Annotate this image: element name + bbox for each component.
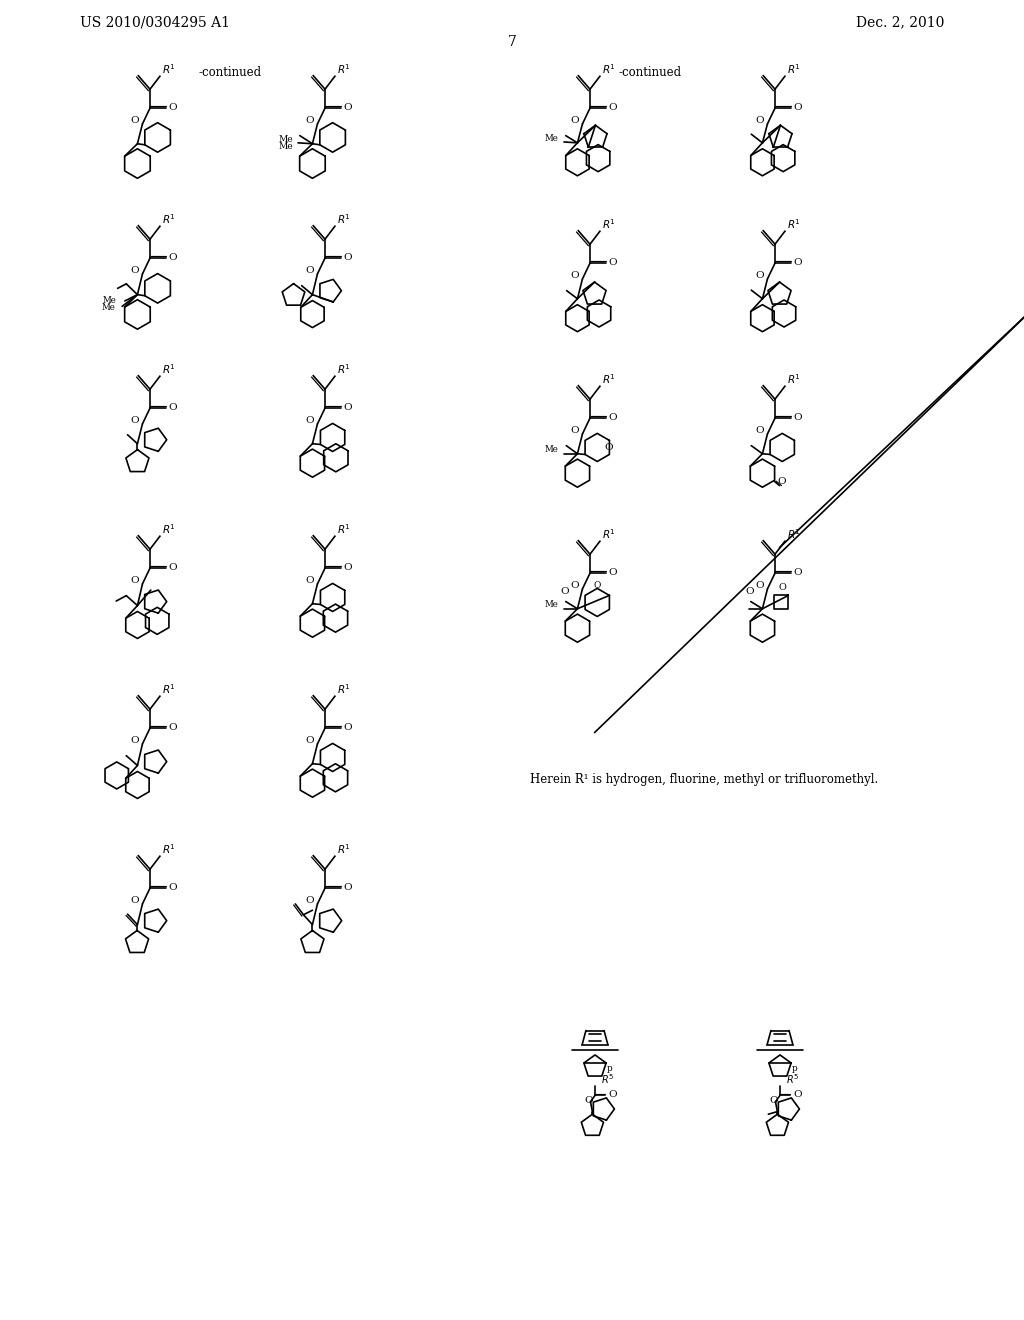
Text: O: O: [560, 587, 568, 597]
Text: O: O: [608, 1090, 617, 1098]
Text: O: O: [594, 581, 601, 590]
Text: $R^5$: $R^5$: [786, 1072, 800, 1086]
Text: O: O: [305, 896, 313, 906]
Text: O: O: [769, 1097, 778, 1105]
Text: $R^1$: $R^1$: [337, 213, 351, 226]
Text: $R^1$: $R^1$: [786, 62, 801, 75]
Text: $R^1$: $R^1$: [602, 216, 615, 231]
Text: Me: Me: [545, 135, 558, 144]
Text: $R^1$: $R^1$: [162, 362, 176, 376]
Text: O: O: [570, 272, 579, 280]
Text: O: O: [604, 444, 613, 451]
Text: O: O: [778, 583, 786, 593]
Text: O: O: [130, 896, 139, 906]
Text: $R^1$: $R^1$: [337, 842, 351, 855]
Text: $R^1$: $R^1$: [786, 527, 801, 541]
Text: p: p: [792, 1064, 798, 1073]
Text: O: O: [169, 403, 177, 412]
Text: $R^1$: $R^1$: [337, 682, 351, 696]
Text: O: O: [794, 413, 803, 421]
Text: US 2010/0304295 A1: US 2010/0304295 A1: [80, 15, 230, 29]
Text: Me: Me: [545, 601, 558, 610]
Text: $R^1$: $R^1$: [786, 372, 801, 385]
Text: Me: Me: [102, 297, 117, 305]
Text: O: O: [305, 577, 313, 586]
Text: O: O: [130, 416, 139, 425]
Text: -continued: -continued: [199, 66, 261, 78]
Text: O: O: [169, 103, 177, 112]
Text: $R^1$: $R^1$: [602, 372, 615, 385]
Text: O: O: [344, 403, 352, 412]
Text: $R^1$: $R^1$: [337, 521, 351, 536]
Text: -continued: -continued: [618, 66, 682, 78]
Text: O: O: [755, 426, 764, 436]
Text: $R^1$: $R^1$: [162, 521, 176, 536]
Text: O: O: [609, 103, 617, 112]
Text: O: O: [169, 562, 177, 572]
Text: O: O: [755, 581, 764, 590]
Text: O: O: [344, 883, 352, 891]
Text: $R^1$: $R^1$: [337, 362, 351, 376]
Text: O: O: [755, 116, 764, 125]
Text: Me: Me: [102, 302, 116, 312]
Text: O: O: [585, 1097, 593, 1105]
Text: O: O: [570, 581, 579, 590]
Text: O: O: [169, 722, 177, 731]
Text: $R^1$: $R^1$: [162, 213, 176, 226]
Text: $R^1$: $R^1$: [337, 62, 351, 75]
Text: O: O: [609, 257, 617, 267]
Text: O: O: [794, 103, 803, 112]
Text: O: O: [130, 116, 139, 125]
Text: $R^1$: $R^1$: [602, 527, 615, 541]
Text: O: O: [794, 257, 803, 267]
Text: $R^1$: $R^1$: [602, 62, 615, 75]
Text: O: O: [344, 722, 352, 731]
Text: O: O: [745, 587, 754, 597]
Text: $R^5$: $R^5$: [601, 1072, 614, 1086]
Text: $R^1$: $R^1$: [162, 62, 176, 75]
Text: O: O: [794, 1090, 802, 1098]
Text: Dec. 2, 2010: Dec. 2, 2010: [856, 15, 944, 29]
Text: O: O: [344, 562, 352, 572]
Text: Herein R¹ is hydrogen, fluorine, methyl or trifluoromethyl.: Herein R¹ is hydrogen, fluorine, methyl …: [530, 774, 879, 787]
Text: O: O: [570, 426, 579, 436]
Text: O: O: [794, 568, 803, 577]
Text: O: O: [130, 577, 139, 586]
Text: O: O: [609, 413, 617, 421]
Text: Me: Me: [545, 445, 558, 454]
Text: O: O: [305, 416, 313, 425]
Text: O: O: [169, 252, 177, 261]
Text: $R^1$: $R^1$: [162, 682, 176, 696]
Text: $R^1$: $R^1$: [786, 216, 801, 231]
Text: O: O: [130, 737, 139, 746]
Text: Me: Me: [279, 143, 294, 150]
Text: O: O: [344, 252, 352, 261]
Text: O: O: [305, 116, 313, 125]
Text: O: O: [130, 267, 139, 276]
Text: O: O: [777, 477, 785, 486]
Text: O: O: [305, 737, 313, 746]
Text: O: O: [755, 272, 764, 280]
Text: 7: 7: [508, 36, 516, 49]
Text: O: O: [344, 103, 352, 112]
Text: O: O: [305, 267, 313, 276]
Text: $R^1$: $R^1$: [162, 842, 176, 855]
Text: p: p: [606, 1064, 612, 1073]
Text: Me: Me: [278, 135, 293, 144]
Text: O: O: [570, 116, 579, 125]
Text: O: O: [169, 883, 177, 891]
Text: O: O: [609, 568, 617, 577]
